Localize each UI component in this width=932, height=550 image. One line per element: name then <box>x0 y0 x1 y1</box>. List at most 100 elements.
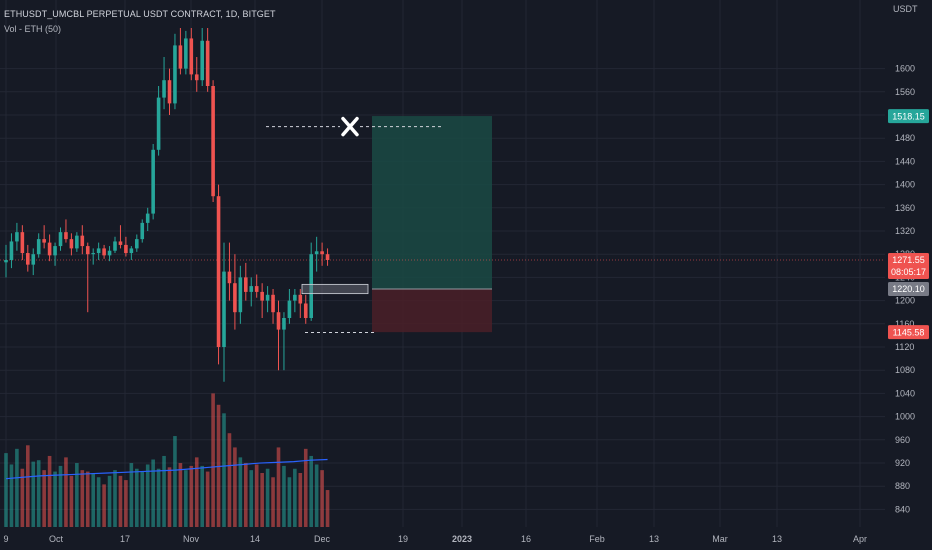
volume-bar <box>4 453 8 527</box>
candle-body[interactable] <box>129 248 134 254</box>
candle-body[interactable] <box>287 300 292 318</box>
volume-bar <box>233 447 237 527</box>
cross-marker-stroke-b[interactable] <box>341 116 359 137</box>
candle-body[interactable] <box>276 312 281 330</box>
entry-price-tag-bg <box>888 281 929 296</box>
candle-body[interactable] <box>4 260 8 263</box>
profit-zone[interactable] <box>372 116 492 289</box>
volume-bar <box>135 468 139 527</box>
volume-bar <box>222 413 226 527</box>
target-price-tag: 1518.15 <box>892 111 925 121</box>
candle-body[interactable] <box>91 253 95 255</box>
countdown-tag: 08:05:17 <box>891 267 926 277</box>
x-tick-label: 13 <box>649 534 659 544</box>
stop-price-tag: 1145.58 <box>893 327 925 337</box>
volume-bar <box>254 464 259 527</box>
candle-body[interactable] <box>265 294 270 301</box>
candle-body[interactable] <box>85 246 90 255</box>
volume-bar <box>227 433 232 527</box>
candle-body[interactable] <box>254 286 259 292</box>
candle-body[interactable] <box>135 239 139 249</box>
volume-bar <box>298 473 303 527</box>
volume-bar <box>47 455 52 527</box>
volume-bar <box>194 457 199 527</box>
candle-body[interactable] <box>233 283 237 313</box>
x-tick-label: Apr <box>853 534 867 544</box>
candle-body[interactable] <box>140 222 145 240</box>
entry-price-tag: 1220.10 <box>892 284 925 294</box>
candle-body[interactable] <box>194 74 199 81</box>
candle-body[interactable] <box>42 239 46 243</box>
x-tick-label: Dec <box>314 534 331 544</box>
candle-body[interactable] <box>249 286 254 292</box>
candle-body[interactable] <box>282 318 286 330</box>
candle-body[interactable] <box>320 251 324 255</box>
candle-body[interactable] <box>189 38 194 75</box>
candle-body[interactable] <box>184 38 188 69</box>
candle-body[interactable] <box>244 277 248 292</box>
candle-body[interactable] <box>309 254 313 318</box>
volume-bar <box>276 447 281 527</box>
candle-body[interactable] <box>64 232 68 240</box>
x-tick-label: 19 <box>398 534 408 544</box>
candle-body[interactable] <box>36 239 41 255</box>
x-tick-label: Feb <box>589 534 605 544</box>
candle-body[interactable] <box>162 80 166 98</box>
candle-body[interactable] <box>222 271 226 347</box>
volume-bar <box>31 461 36 527</box>
candle-body[interactable] <box>298 294 303 304</box>
candle-body[interactable] <box>113 241 117 251</box>
candle-body[interactable] <box>216 196 221 347</box>
candle-body[interactable] <box>53 246 57 256</box>
entry-marker-box[interactable] <box>301 283 369 295</box>
candle-body[interactable] <box>167 80 172 104</box>
current-price-tag: 1271.55 <box>892 255 925 265</box>
candle-body[interactable] <box>211 86 215 197</box>
candle-body[interactable] <box>205 40 210 86</box>
candle-body[interactable] <box>26 253 30 265</box>
candle-body[interactable] <box>31 254 36 265</box>
candle-body[interactable] <box>96 248 101 254</box>
candle-body[interactable] <box>69 239 74 249</box>
candle-body[interactable] <box>238 277 243 313</box>
candle-body[interactable] <box>124 244 128 254</box>
candle-body[interactable] <box>145 213 150 223</box>
volume-bar <box>167 467 172 527</box>
chart-symbol-title[interactable]: ETHUSDT_UMCBL PERPETUAL USDT CONTRACT, 1… <box>4 9 276 19</box>
candle-body[interactable] <box>178 45 183 69</box>
candle-body[interactable] <box>80 235 85 247</box>
candle-body[interactable] <box>15 232 19 242</box>
candle-body[interactable] <box>200 40 204 81</box>
candle-body[interactable] <box>325 254 330 260</box>
candle-body[interactable] <box>314 251 319 255</box>
candle-body[interactable] <box>75 235 79 249</box>
candle-body[interactable] <box>107 250 112 256</box>
candle-body[interactable] <box>260 291 264 301</box>
candle-body[interactable] <box>47 242 52 256</box>
candle-body[interactable] <box>227 271 232 284</box>
volume-bar <box>320 470 324 527</box>
candle-body[interactable] <box>9 241 14 260</box>
candle-body[interactable] <box>293 294 297 301</box>
candle-body[interactable] <box>303 303 308 319</box>
candle-body[interactable] <box>102 248 106 256</box>
candle-body[interactable] <box>58 232 63 247</box>
candle-body[interactable] <box>151 149 155 214</box>
candle-body[interactable] <box>173 45 177 104</box>
y-tick-label: 1080 <box>895 365 915 375</box>
volume-bar <box>64 457 68 527</box>
volume-indicator-label[interactable]: Vol - ETH (50) <box>4 24 62 34</box>
target-price-tag-bg <box>888 109 929 124</box>
volume-bar <box>265 468 270 527</box>
x-tick-label: 16 <box>521 534 531 544</box>
loss-zone[interactable] <box>372 288 492 333</box>
volume-bar <box>156 468 161 527</box>
candle-body[interactable] <box>20 232 25 254</box>
candle-body[interactable] <box>271 294 275 313</box>
volume-bar <box>178 463 183 527</box>
candle-body[interactable] <box>118 241 123 245</box>
volume-bar <box>124 480 128 527</box>
candle-body[interactable] <box>156 97 161 150</box>
